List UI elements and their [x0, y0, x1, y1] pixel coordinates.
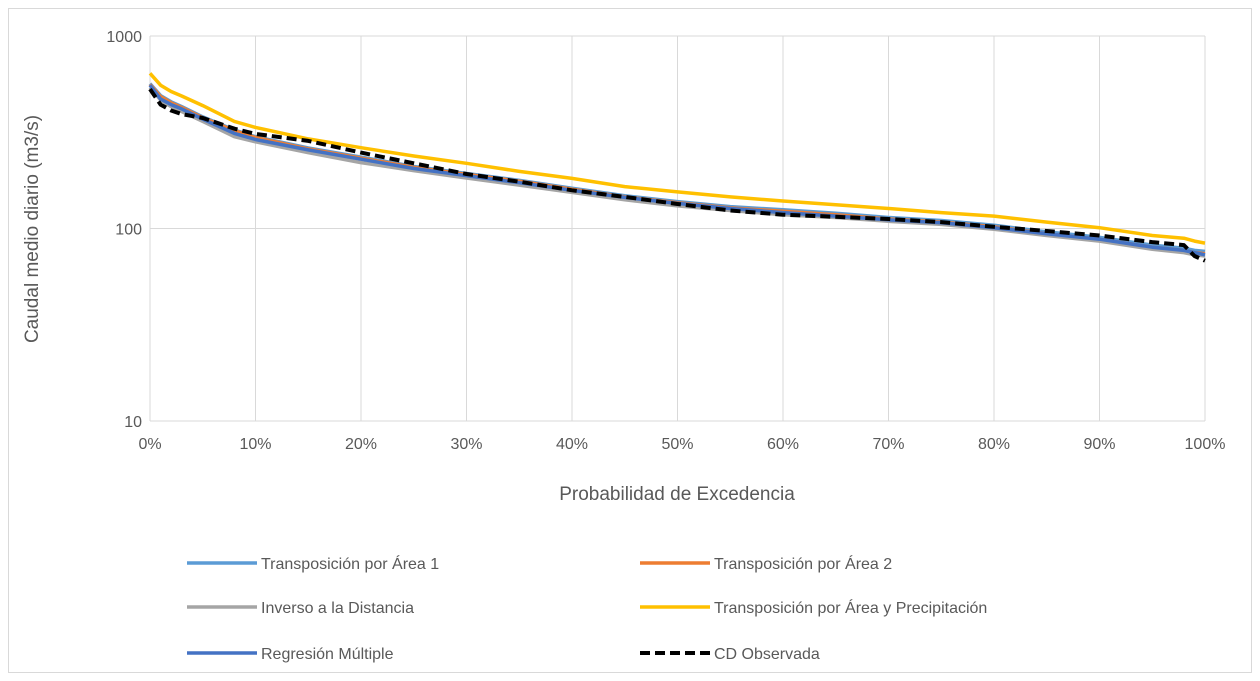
- x-tick-label: 0%: [138, 436, 161, 453]
- x-axis-title: Probabilidad de Excedencia: [559, 484, 795, 505]
- legend-label-5: CD Observada: [714, 646, 820, 663]
- y-tick-label: 10: [124, 414, 142, 431]
- x-tick-label: 60%: [767, 436, 799, 453]
- series-line-4: [148, 84, 1206, 257]
- legend-label-3: Transposición por Área y Precipitación: [714, 598, 987, 617]
- series-line-2: [148, 86, 1206, 258]
- x-tick-label: 30%: [450, 436, 482, 453]
- legend-label-1: Transposición por Área 2: [714, 554, 892, 573]
- y-axis-ticks: 10 100 1000: [106, 29, 142, 431]
- x-tick-label: 10%: [239, 436, 271, 453]
- y-axis-title: Caudal medio diario (m3/s): [22, 115, 43, 343]
- x-tick-label: 20%: [345, 436, 377, 453]
- grid: [149, 35, 1206, 422]
- x-tick-label: 80%: [978, 436, 1010, 453]
- series-line-3: [148, 72, 1206, 245]
- x-tick-label: 50%: [661, 436, 693, 453]
- x-axis-ticks: 0% 10% 20% 30% 40% 50% 60% 70% 80% 90% 100%: [138, 436, 1225, 453]
- y-tick-label: 1000: [106, 29, 142, 46]
- x-tick-label: 40%: [556, 436, 588, 453]
- chart-frame: [8, 8, 1252, 673]
- x-tick-label: 100%: [1185, 436, 1226, 453]
- y-tick-label: 100: [115, 222, 142, 239]
- legend-label-2: Inverso a la Distancia: [261, 600, 414, 617]
- x-tick-label: 90%: [1083, 436, 1115, 453]
- x-tick-label: 70%: [872, 436, 904, 453]
- series-line-5: [148, 87, 1206, 263]
- legend-label-0: Transposición por Área 1: [261, 554, 439, 573]
- legend-label-4: Regresión Múltiple: [261, 646, 394, 663]
- legend: Transposición por Área 1 Transposición po…: [187, 554, 987, 663]
- series-layer: [148, 72, 1206, 263]
